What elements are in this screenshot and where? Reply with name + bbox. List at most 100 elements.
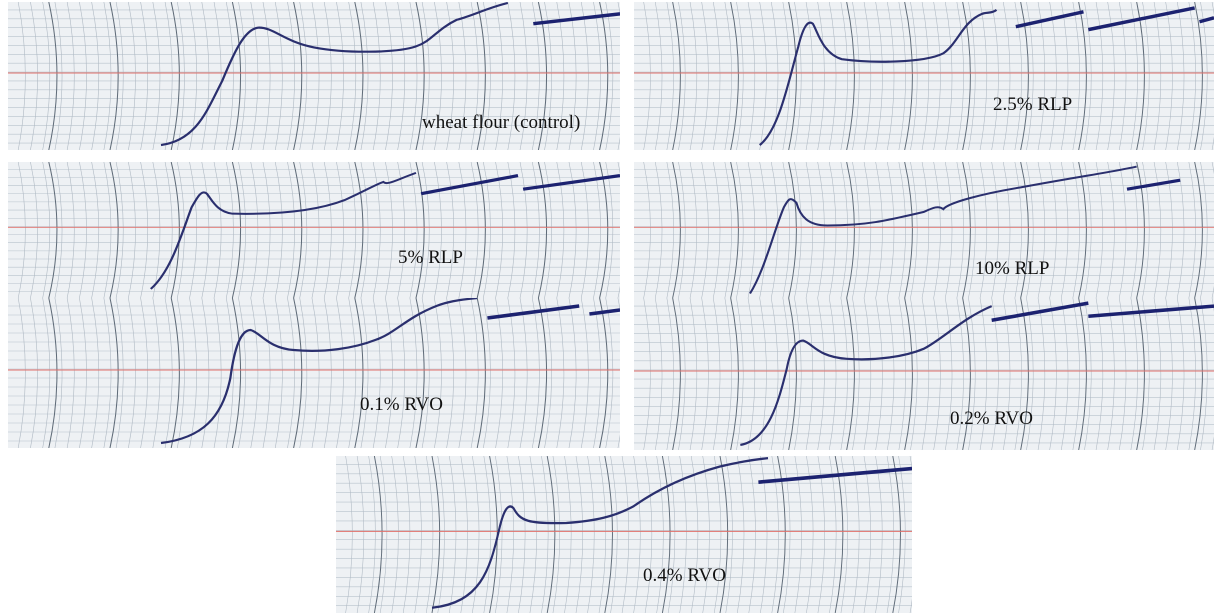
- paper-arc: [54, 162, 63, 298]
- paper-arc: [829, 456, 837, 613]
- paper-arc: [904, 2, 913, 150]
- paper-arc: [1002, 162, 1011, 298]
- paper-arc: [605, 162, 614, 298]
- paper-arc: [794, 456, 802, 613]
- paper-arc: [54, 2, 63, 150]
- paper-arc: [372, 162, 381, 298]
- paper-arc: [201, 298, 210, 448]
- paper-arc: [828, 298, 837, 450]
- paper-arc: [991, 162, 999, 298]
- paper-arc: [507, 2, 516, 150]
- paper-arc: [446, 298, 455, 448]
- paper-arc: [846, 162, 855, 298]
- paper-arc: [17, 162, 26, 298]
- paper-arc: [170, 162, 180, 298]
- paper-arc: [460, 456, 468, 613]
- paper-arc: [189, 2, 197, 150]
- paper-arc: [1130, 298, 1138, 450]
- paper-arc: [580, 2, 589, 150]
- paper-arc: [643, 2, 651, 150]
- paper-arc: [1142, 2, 1150, 150]
- paper-arc: [287, 162, 295, 298]
- chart-photo: [634, 2, 1214, 150]
- paper-arc: [654, 162, 663, 298]
- paper-arc: [782, 298, 790, 450]
- paper-arc: [580, 162, 589, 298]
- paper-arc: [904, 298, 913, 450]
- amylogram: [634, 298, 1214, 450]
- paper-arc: [892, 456, 901, 613]
- paper-arc: [1026, 162, 1034, 298]
- paper-arc: [1020, 162, 1029, 298]
- paper-arc: [42, 162, 51, 298]
- paper-arc: [518, 456, 526, 613]
- paper-arc: [552, 456, 560, 613]
- paper-arc: [719, 456, 729, 613]
- paper-arc: [678, 2, 686, 150]
- paper-arc: [886, 162, 895, 298]
- paper-arc: [1200, 162, 1208, 298]
- chart-photo: [336, 456, 912, 613]
- paper-arc: [201, 2, 210, 150]
- paper-arc: [736, 162, 744, 298]
- paper-arc: [42, 2, 51, 150]
- paper-arc: [1049, 2, 1057, 150]
- paper-arc: [1049, 162, 1057, 298]
- paper-arc: [238, 2, 246, 150]
- paper-arc: [794, 298, 802, 450]
- paper-arc: [177, 298, 185, 448]
- paper-arc: [250, 2, 259, 150]
- paper-arc: [730, 162, 739, 298]
- paper-arc: [747, 298, 756, 450]
- paper-arc: [448, 456, 457, 613]
- paper-arc: [617, 162, 620, 298]
- paper-arc: [1194, 2, 1203, 150]
- paper-arc: [213, 2, 222, 150]
- paper-arc: [712, 2, 721, 150]
- curve: [749, 165, 1137, 294]
- paper-arc: [863, 456, 871, 613]
- paper-arc: [476, 162, 486, 298]
- paper-arc: [898, 456, 906, 613]
- paper-arc: [238, 298, 246, 448]
- paper-arc: [875, 162, 883, 298]
- paper-arc: [828, 162, 837, 298]
- paper-arc: [679, 456, 687, 613]
- paper-arc: [840, 298, 848, 450]
- pen-trace: [487, 304, 620, 320]
- paper-arc: [666, 2, 674, 150]
- paper-arc: [348, 298, 357, 448]
- paper-arc: [910, 162, 918, 298]
- paper-arc: [336, 2, 344, 150]
- paper-arc: [1188, 298, 1196, 450]
- paper-arc: [1176, 162, 1185, 298]
- paper-arc: [250, 162, 259, 298]
- paper-arc: [336, 162, 344, 298]
- paper-arc: [702, 456, 710, 613]
- paper-arc: [1060, 162, 1069, 298]
- paper-arc: [689, 2, 698, 150]
- paper-arc: [299, 298, 308, 448]
- amylogram: [8, 2, 620, 150]
- paper-arc: [840, 162, 848, 298]
- paper-arc: [537, 298, 548, 448]
- pen-trace: [533, 12, 620, 26]
- paper-arc: [544, 298, 552, 448]
- paper-arc: [991, 2, 999, 150]
- paper-arc: [587, 456, 595, 613]
- paper-arc: [617, 2, 620, 150]
- paper-arc: [921, 298, 930, 450]
- paper-arc: [213, 162, 222, 298]
- paper-arc: [1165, 298, 1173, 450]
- paper-arc: [643, 298, 651, 450]
- paper-arc: [402, 456, 411, 613]
- paper-arc: [968, 162, 976, 298]
- paper-arc: [979, 298, 988, 450]
- paper-arc: [231, 298, 242, 448]
- paper-arc: [348, 162, 357, 298]
- paper-arc: [962, 2, 971, 150]
- paper-arc: [546, 456, 556, 613]
- paper-arc: [437, 456, 445, 613]
- paper-arc: [599, 2, 609, 150]
- paper-arc: [730, 298, 739, 450]
